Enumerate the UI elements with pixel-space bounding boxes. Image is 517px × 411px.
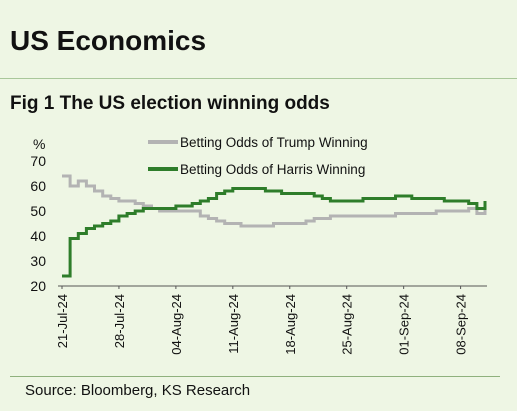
x-tick-label: 28-Jul-24 [112, 294, 127, 348]
y-tick-label: 70 [30, 153, 46, 169]
legend-label: Betting Odds of Trump Winning [180, 135, 368, 150]
source-note: Source: Bloomberg, KS Research [25, 382, 251, 399]
x-axis: 21-Jul-24 28-Jul-24 04-Aug-24 11-Aug-24 18-A… [55, 285, 487, 355]
legend: Betting Odds of Trump Winning Betting Odd… [148, 135, 368, 177]
x-tick-label: 18-Aug-24 [283, 294, 298, 355]
trump-odds-line [62, 174, 487, 228]
x-tick-label: 25-Aug-24 [340, 294, 355, 355]
y-axis: 20 30 40 50 60 70 [30, 153, 46, 294]
x-tick-label: 08-Sep-24 [454, 294, 469, 355]
series-layer [62, 174, 487, 278]
figure-title: Fig 1 The US election winning odds [10, 93, 330, 114]
y-axis-unit-label: % [33, 136, 45, 152]
y-tick-label: 60 [30, 178, 46, 194]
y-tick-label: 50 [30, 203, 46, 219]
y-tick-label: 40 [30, 228, 46, 244]
x-tick-label: 01-Sep-24 [397, 294, 412, 355]
footer-divider [10, 376, 500, 377]
x-tick-label: 11-Aug-24 [226, 294, 241, 354]
election-odds-chart: % 20 30 40 50 60 70 21-Jul-24 28-Jul-24 04-Aug-… [30, 135, 487, 355]
legend-label: Betting Odds of Harris Winning [180, 162, 365, 177]
y-tick-label: 20 [30, 278, 46, 294]
harris-odds-line [62, 187, 487, 278]
y-tick-label: 30 [30, 253, 46, 269]
section-title: US Economics [10, 25, 207, 56]
section-divider [0, 78, 517, 79]
x-tick-label: 21-Jul-24 [55, 294, 70, 348]
x-tick-label: 04-Aug-24 [169, 294, 184, 355]
